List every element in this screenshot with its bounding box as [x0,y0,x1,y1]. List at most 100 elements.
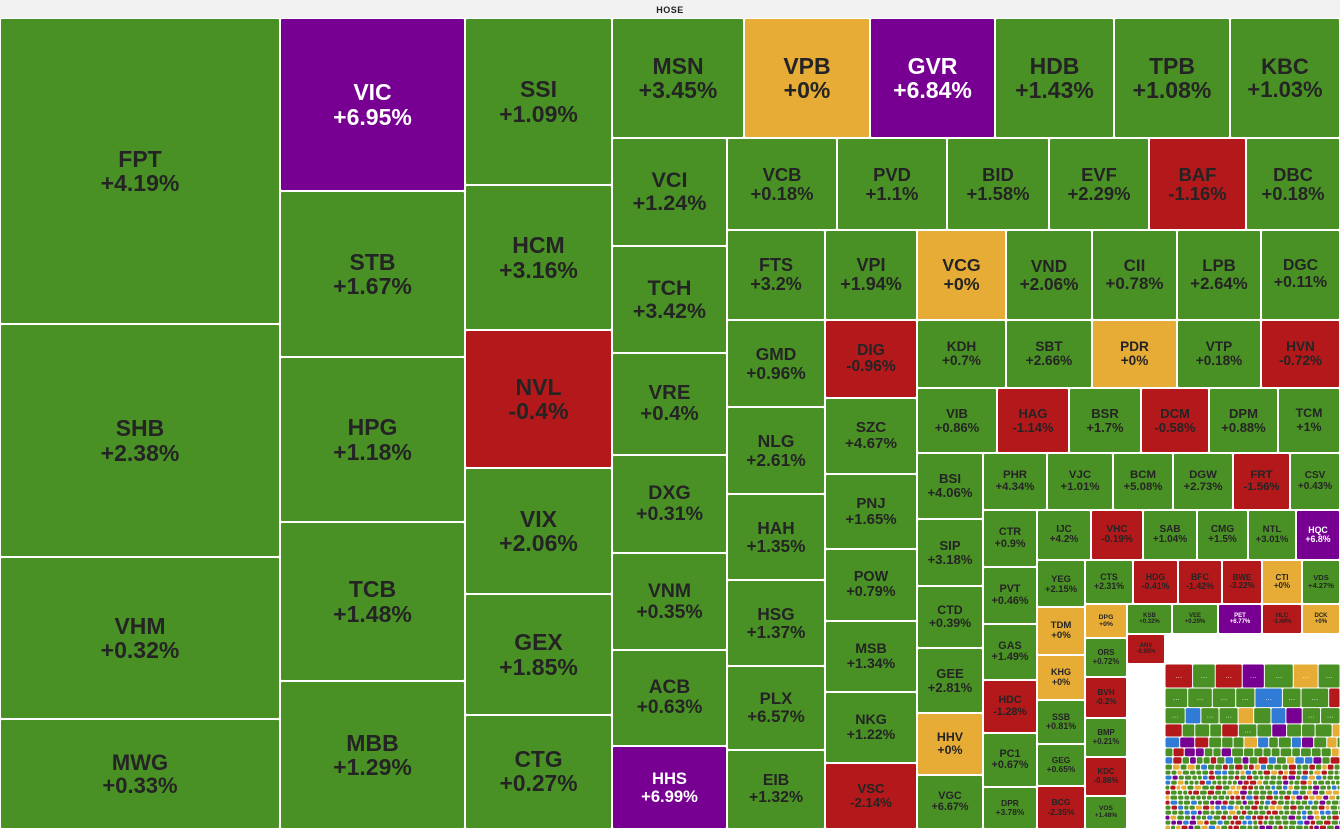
tiny-tile[interactable] [1189,780,1194,785]
tiny-tile[interactable] [1254,708,1271,724]
tiny-tile[interactable] [1213,748,1221,757]
tiny-tile[interactable] [1184,815,1191,820]
tiny-tile[interactable] [1222,724,1238,737]
tiny-tile[interactable] [1299,790,1306,795]
tiny-tile[interactable] [1297,805,1304,810]
tiny-tile[interactable] [1196,795,1201,800]
tiny-tile[interactable] [1176,825,1181,829]
tiny-tile[interactable] [1296,775,1301,780]
tiny-tile[interactable] [1209,785,1215,790]
tiny-tile[interactable] [1212,795,1218,800]
tiny-tile[interactable] [1283,780,1289,785]
tiny-tile[interactable] [1194,780,1199,785]
tiny-tile[interactable] [1302,708,1321,724]
tiny-tile[interactable] [1242,757,1249,764]
tiny-tile[interactable] [1190,795,1196,800]
tiny-tile[interactable] [1236,785,1241,790]
tiny-tile[interactable] [1232,748,1244,757]
tiny-tile[interactable] [1321,708,1340,724]
tiny-tile[interactable] [1316,820,1323,825]
tiny-tile[interactable] [1319,790,1325,795]
tiny-tile[interactable] [1206,795,1212,800]
tiny-tile[interactable] [1334,775,1340,780]
tiny-tile[interactable] [1225,757,1234,764]
tiny-tile[interactable] [1172,810,1178,815]
tiny-tile[interactable] [1275,820,1282,825]
tiny-tile[interactable] [1202,770,1209,775]
tiny-tile[interactable] [1289,820,1297,825]
tiny-tile[interactable] [1259,795,1266,800]
tile-pvd[interactable]: PVD +1.1% [837,138,947,230]
tile-hlc[interactable]: HLC -1.49% [1262,604,1302,634]
tiny-tile[interactable] [1257,770,1263,775]
tile-vix[interactable]: VIX +2.06% [465,468,612,594]
tiny-tile[interactable] [1263,780,1269,785]
tiny-tile[interactable] [1327,764,1334,770]
tiny-tile[interactable] [1171,820,1176,825]
tiny-tile[interactable] [1210,805,1215,810]
tiny-tile[interactable] [1221,825,1228,829]
tiny-tile[interactable] [1165,770,1171,775]
tile-cmg[interactable]: CMG +1.5% [1197,510,1248,560]
tile-sip[interactable]: SIP +3.18% [917,519,983,586]
tiny-tile[interactable] [1183,820,1189,825]
tiny-tile[interactable] [1272,810,1278,815]
tile-vci[interactable]: VCI +1.24% [612,138,727,246]
tiny-tile[interactable] [1223,785,1230,790]
tiny-tile[interactable] [1259,810,1266,815]
tiny-tile[interactable] [1337,785,1340,790]
tiny-tile[interactable] [1296,770,1302,775]
tiny-tile[interactable] [1303,795,1309,800]
tiny-tile[interactable] [1192,775,1197,780]
tiny-tile[interactable] [1263,770,1271,775]
tiny-tile[interactable] [1303,825,1309,829]
tiny-tile[interactable] [1244,748,1254,757]
tiny-tile[interactable] [1217,820,1223,825]
tiny-tile[interactable] [1325,790,1332,795]
tiny-tile[interactable] [1306,790,1312,795]
tiny-tile[interactable] [1260,790,1267,795]
tiny-tile[interactable] [1322,764,1327,770]
tiny-tile[interactable] [1296,825,1303,829]
tiny-tile[interactable] [1293,664,1318,688]
tiny-tile[interactable] [1304,757,1313,764]
tiny-tile[interactable] [1187,764,1195,770]
tiny-tile[interactable] [1331,800,1339,805]
tiny-tile[interactable] [1230,820,1235,825]
tiny-tile[interactable] [1196,757,1203,764]
tiny-tile[interactable] [1217,780,1222,785]
tiny-tile[interactable] [1215,785,1223,790]
tiny-tile[interactable] [1330,805,1338,810]
tiny-tile[interactable] [1302,770,1309,775]
tiny-tile[interactable] [1295,757,1304,764]
tiny-tile[interactable] [1197,800,1202,805]
tile-kbc[interactable]: KBC +1.03% [1230,18,1340,138]
tiny-tile[interactable] [1222,770,1228,775]
tile-vre[interactable]: VRE +0.4% [612,353,727,455]
tiny-tile[interactable] [1263,748,1271,757]
tiny-tile[interactable] [1195,764,1201,770]
tiny-tile[interactable] [1287,724,1302,737]
tiny-tile[interactable] [1319,825,1327,829]
tiny-tile[interactable] [1182,757,1190,764]
tiny-tile[interactable] [1267,764,1274,770]
tiny-tile[interactable] [1190,757,1196,764]
tiny-tile[interactable] [1165,800,1170,805]
tiny-tile[interactable] [1242,664,1264,688]
tile-dgw[interactable]: DGW +2.73% [1173,453,1233,510]
tiny-tile[interactable] [1228,800,1235,805]
tiny-tile[interactable] [1319,800,1326,805]
tiny-tile[interactable] [1292,790,1299,795]
tiny-tile[interactable] [1215,810,1222,815]
tiny-tile[interactable] [1253,790,1260,795]
tiny-tile[interactable] [1336,780,1340,785]
tiny-tile[interactable] [1208,825,1216,829]
tiny-tile[interactable] [1215,800,1222,805]
tiny-tile[interactable] [1307,815,1314,820]
tile-geg[interactable]: GEG +0.65% [1037,744,1085,786]
tiny-tile[interactable] [1286,708,1302,724]
tiny-tile[interactable] [1247,800,1254,805]
tiny-tile[interactable] [1274,764,1282,770]
tile-gmd[interactable]: GMD +0.96% [727,320,825,407]
tiny-tile[interactable] [1165,790,1170,795]
